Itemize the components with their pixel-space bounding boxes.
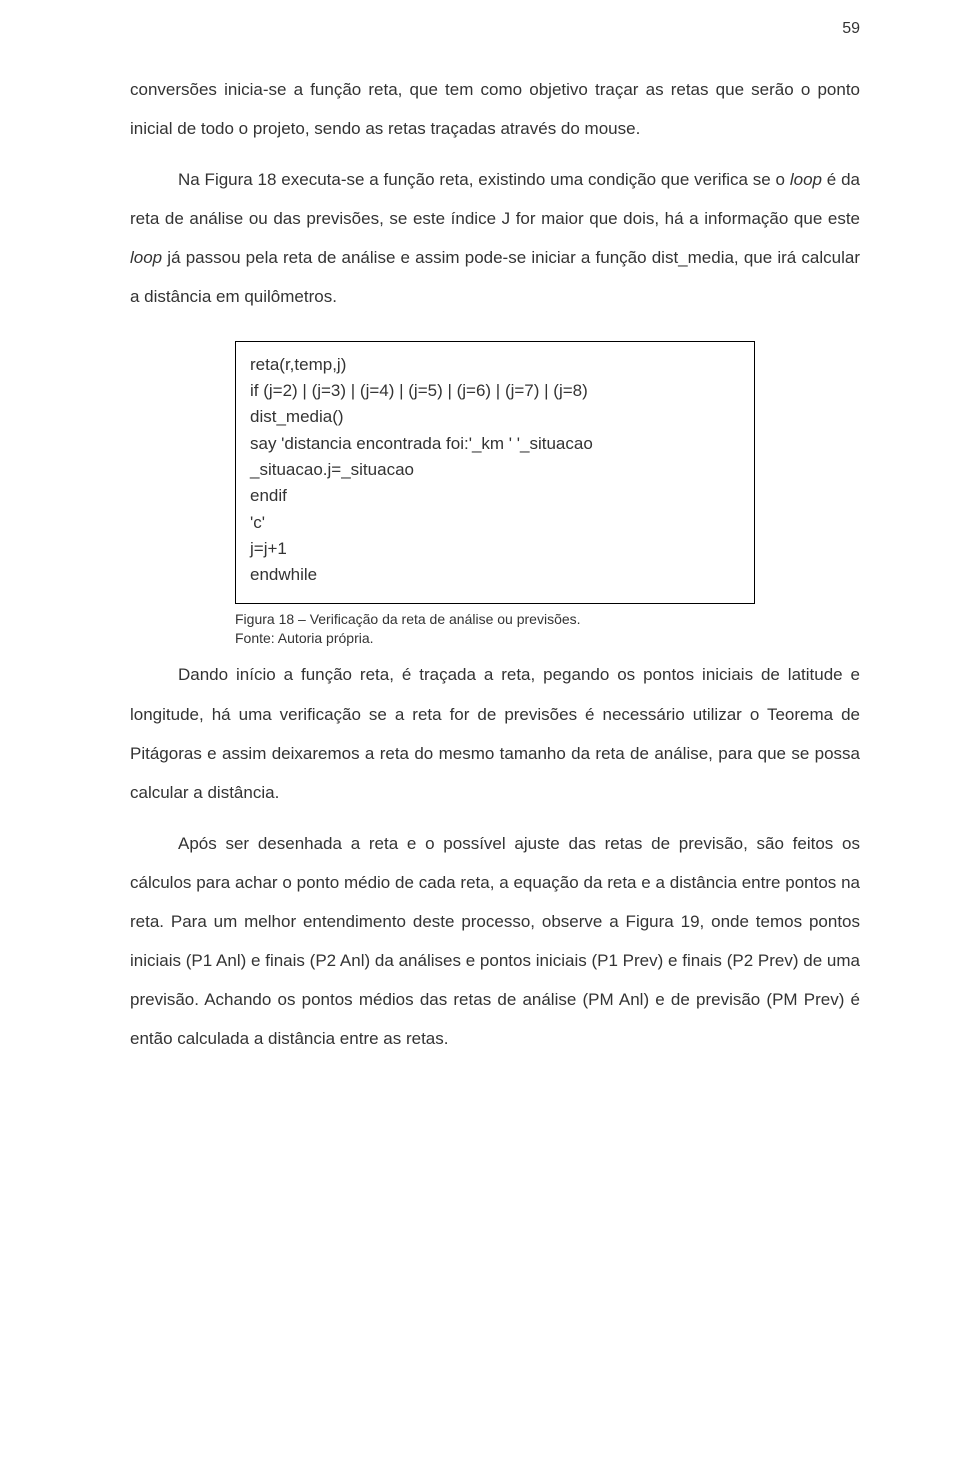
code-line-4: dist_media() [250, 404, 740, 430]
figure-18-caption: Figura 18 – Verificação da reta de análi… [235, 610, 755, 648]
paragraph-1: conversões inicia-se a função reta, que … [130, 70, 860, 148]
caption-line-1: Figura 18 – Verificação da reta de análi… [235, 610, 755, 629]
paragraph-2-italic-loop-1: loop [790, 170, 822, 189]
code-line-1: reta(r,temp,j) [250, 352, 740, 378]
code-line-6: _situacao.j=_situacao [250, 457, 740, 483]
code-line-9: j=j+1 [250, 536, 740, 562]
code-line-8: 'c' [250, 510, 740, 536]
code-line-7: endif [250, 483, 740, 509]
code-line-5: say 'distancia encontrada foi:'_km ' '_s… [250, 431, 740, 457]
code-line-3: if (j=2) | (j=3) | (j=4) | (j=5) | (j=6)… [250, 378, 740, 404]
figure-18-code-box: reta(r,temp,j) if (j=2) | (j=3) | (j=4) … [235, 341, 755, 604]
paragraph-4: Após ser desenhada a reta e o possível a… [130, 824, 860, 1059]
paragraph-2-seg-e: já passou pela reta de análise e assim p… [130, 248, 860, 306]
code-line-10: endwhile [250, 562, 740, 588]
paragraph-4-text: Após ser desenhada a reta e o possível a… [130, 834, 860, 1048]
paragraph-2: Na Figura 18 executa-se a função reta, e… [130, 160, 860, 316]
paragraph-2-italic-loop-2: loop [130, 248, 162, 267]
page: 59 conversões inicia-se a função reta, q… [0, 0, 960, 1468]
paragraph-3: Dando início a função reta, é traçada a … [130, 655, 860, 811]
paragraph-3-text: Dando início a função reta, é traçada a … [130, 665, 860, 801]
paragraph-1-text: conversões inicia-se a função reta, que … [130, 80, 860, 138]
caption-line-2: Fonte: Autoria própria. [235, 629, 755, 648]
page-number: 59 [842, 20, 860, 38]
paragraph-2-seg-a: Na Figura 18 executa-se a função reta, e… [178, 170, 790, 189]
